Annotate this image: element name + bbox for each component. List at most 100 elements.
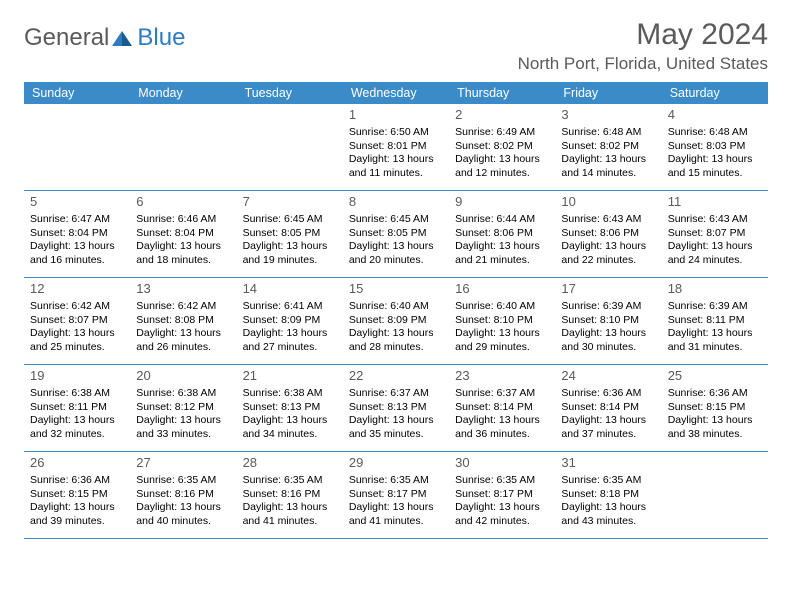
day-number: 23 <box>455 368 549 385</box>
daylight-line: Daylight: 13 hours and 12 minutes. <box>455 153 549 180</box>
day-cell: 12Sunrise: 6:42 AMSunset: 8:07 PMDayligh… <box>24 278 130 364</box>
week-row: 26Sunrise: 6:36 AMSunset: 8:15 PMDayligh… <box>24 452 768 539</box>
sunrise-line: Sunrise: 6:48 AM <box>561 126 655 140</box>
day-cell: 2Sunrise: 6:49 AMSunset: 8:02 PMDaylight… <box>449 104 555 190</box>
day-number: 29 <box>349 455 443 472</box>
day-cell: 21Sunrise: 6:38 AMSunset: 8:13 PMDayligh… <box>237 365 343 451</box>
day-number: 15 <box>349 281 443 298</box>
weekday-mon: Monday <box>130 82 236 104</box>
daylight-line: Daylight: 13 hours and 37 minutes. <box>561 414 655 441</box>
day-cell: 27Sunrise: 6:35 AMSunset: 8:16 PMDayligh… <box>130 452 236 538</box>
sunrise-line: Sunrise: 6:38 AM <box>30 387 124 401</box>
sunset-line: Sunset: 8:06 PM <box>561 227 655 241</box>
sunset-line: Sunset: 8:13 PM <box>349 401 443 415</box>
daylight-line: Daylight: 13 hours and 31 minutes. <box>668 327 762 354</box>
sunrise-line: Sunrise: 6:41 AM <box>243 300 337 314</box>
sunrise-line: Sunrise: 6:36 AM <box>561 387 655 401</box>
location: North Port, Florida, United States <box>518 54 768 74</box>
day-number: 16 <box>455 281 549 298</box>
day-cell: 14 Sunrise: 6:41 AMSunset: 8:09 PMDayligh… <box>237 278 343 364</box>
daylight-line: Daylight: 13 hours and 25 minutes. <box>30 327 124 354</box>
daylight-line: Daylight: 13 hours and 22 minutes. <box>561 240 655 267</box>
sunset-line: Sunset: 8:15 PM <box>668 401 762 415</box>
day-number: 14 <box>243 281 337 298</box>
logo-text-1: General <box>24 24 109 52</box>
weekday-sun: Sunday <box>24 82 130 104</box>
day-number: 8 <box>349 194 443 211</box>
sunset-line: Sunset: 8:15 PM <box>30 488 124 502</box>
day-cell: 16Sunrise: 6:40 AMSunset: 8:10 PMDayligh… <box>449 278 555 364</box>
sunset-line: Sunset: 8:11 PM <box>30 401 124 415</box>
day-cell: 24 Sunrise: 6:36 AMSunset: 8:14 PMDayligh… <box>555 365 661 451</box>
day-cell: 30Sunrise: 6:35 AMSunset: 8:17 PMDayligh… <box>449 452 555 538</box>
sunset-line: Sunset: 8:11 PM <box>668 314 762 328</box>
sunset-line: Sunset: 8:03 PM <box>668 140 762 154</box>
day-number: 19 <box>30 368 124 385</box>
day-cell: 29Sunrise: 6:35 AMSunset: 8:17 PMDayligh… <box>343 452 449 538</box>
sunset-line: Sunset: 8:07 PM <box>668 227 762 241</box>
day-cell: 15Sunrise: 6:40 AMSunset: 8:09 PMDayligh… <box>343 278 449 364</box>
sunrise-line: Sunrise: 6:43 AM <box>668 213 762 227</box>
day-number: 11 <box>668 194 762 211</box>
day-cell: 1Sunrise: 6:50 AMSunset: 8:01 PMDaylight… <box>343 104 449 190</box>
sunset-line: Sunset: 8:05 PM <box>243 227 337 241</box>
day-number: 2 <box>455 107 549 124</box>
day-cell <box>24 104 130 190</box>
sunset-line: Sunset: 8:18 PM <box>561 488 655 502</box>
sunrise-line: Sunrise: 6:45 AM <box>349 213 443 227</box>
sunrise-line: Sunrise: 6:36 AM <box>668 387 762 401</box>
sunrise-line: Sunrise: 6:37 AM <box>349 387 443 401</box>
sunrise-line: Sunrise: 6:40 AM <box>349 300 443 314</box>
sunset-line: Sunset: 8:14 PM <box>561 401 655 415</box>
weekday-sat: Saturday <box>662 82 768 104</box>
day-number: 22 <box>349 368 443 385</box>
day-cell <box>662 452 768 538</box>
day-number: 9 <box>455 194 549 211</box>
day-cell: 8Sunrise: 6:45 AMSunset: 8:05 PMDaylight… <box>343 191 449 277</box>
sunset-line: Sunset: 8:09 PM <box>349 314 443 328</box>
sunset-line: Sunset: 8:01 PM <box>349 140 443 154</box>
weekday-header: Sunday Monday Tuesday Wednesday Thursday… <box>24 82 768 104</box>
sunset-line: Sunset: 8:10 PM <box>455 314 549 328</box>
sunset-line: Sunset: 8:13 PM <box>243 401 337 415</box>
day-cell: 7Sunrise: 6:45 AMSunset: 8:05 PMDaylight… <box>237 191 343 277</box>
sunrise-line: Sunrise: 6:44 AM <box>455 213 549 227</box>
day-number: 24 <box>561 368 655 385</box>
sunrise-line: Sunrise: 6:46 AM <box>136 213 230 227</box>
sunset-line: Sunset: 8:16 PM <box>243 488 337 502</box>
day-cell <box>130 104 236 190</box>
daylight-line: Daylight: 13 hours and 30 minutes. <box>561 327 655 354</box>
sunset-line: Sunset: 8:16 PM <box>136 488 230 502</box>
sunrise-line: Sunrise: 6:36 AM <box>30 474 124 488</box>
day-number: 4 <box>668 107 762 124</box>
day-cell: 17Sunrise: 6:39 AMSunset: 8:10 PMDayligh… <box>555 278 661 364</box>
logo-icon <box>111 29 133 47</box>
daylight-line: Daylight: 13 hours and 27 minutes. <box>243 327 337 354</box>
daylight-line: Daylight: 13 hours and 43 minutes. <box>561 501 655 528</box>
sunset-line: Sunset: 8:04 PM <box>136 227 230 241</box>
sunset-line: Sunset: 8:14 PM <box>455 401 549 415</box>
day-cell: 6Sunrise: 6:46 AMSunset: 8:04 PMDaylight… <box>130 191 236 277</box>
day-number: 21 <box>243 368 337 385</box>
weekday-thu: Thursday <box>449 82 555 104</box>
daylight-line: Daylight: 13 hours and 21 minutes. <box>455 240 549 267</box>
daylight-line: Daylight: 13 hours and 18 minutes. <box>136 240 230 267</box>
day-cell: 28Sunrise: 6:35 AMSunset: 8:16 PMDayligh… <box>237 452 343 538</box>
day-cell: 25Sunrise: 6:36 AMSunset: 8:15 PMDayligh… <box>662 365 768 451</box>
month-title: May 2024 <box>518 18 768 52</box>
day-cell: 4Sunrise: 6:48 AMSunset: 8:03 PMDaylight… <box>662 104 768 190</box>
daylight-line: Daylight: 13 hours and 39 minutes. <box>30 501 124 528</box>
page-header: General Blue May 2024 North Port, Florid… <box>24 18 768 74</box>
daylight-line: Daylight: 13 hours and 36 minutes. <box>455 414 549 441</box>
day-cell: 5Sunrise: 6:47 AMSunset: 8:04 PMDaylight… <box>24 191 130 277</box>
title-block: May 2024 North Port, Florida, United Sta… <box>518 18 768 74</box>
day-number: 27 <box>136 455 230 472</box>
sunrise-line: Sunrise: 6:35 AM <box>243 474 337 488</box>
daylight-line: Daylight: 13 hours and 42 minutes. <box>455 501 549 528</box>
sunset-line: Sunset: 8:05 PM <box>349 227 443 241</box>
logo-text-2: Blue <box>137 24 185 52</box>
sunset-line: Sunset: 8:09 PM <box>243 314 337 328</box>
daylight-line: Daylight: 13 hours and 11 minutes. <box>349 153 443 180</box>
sunset-line: Sunset: 8:08 PM <box>136 314 230 328</box>
daylight-line: Daylight: 13 hours and 19 minutes. <box>243 240 337 267</box>
